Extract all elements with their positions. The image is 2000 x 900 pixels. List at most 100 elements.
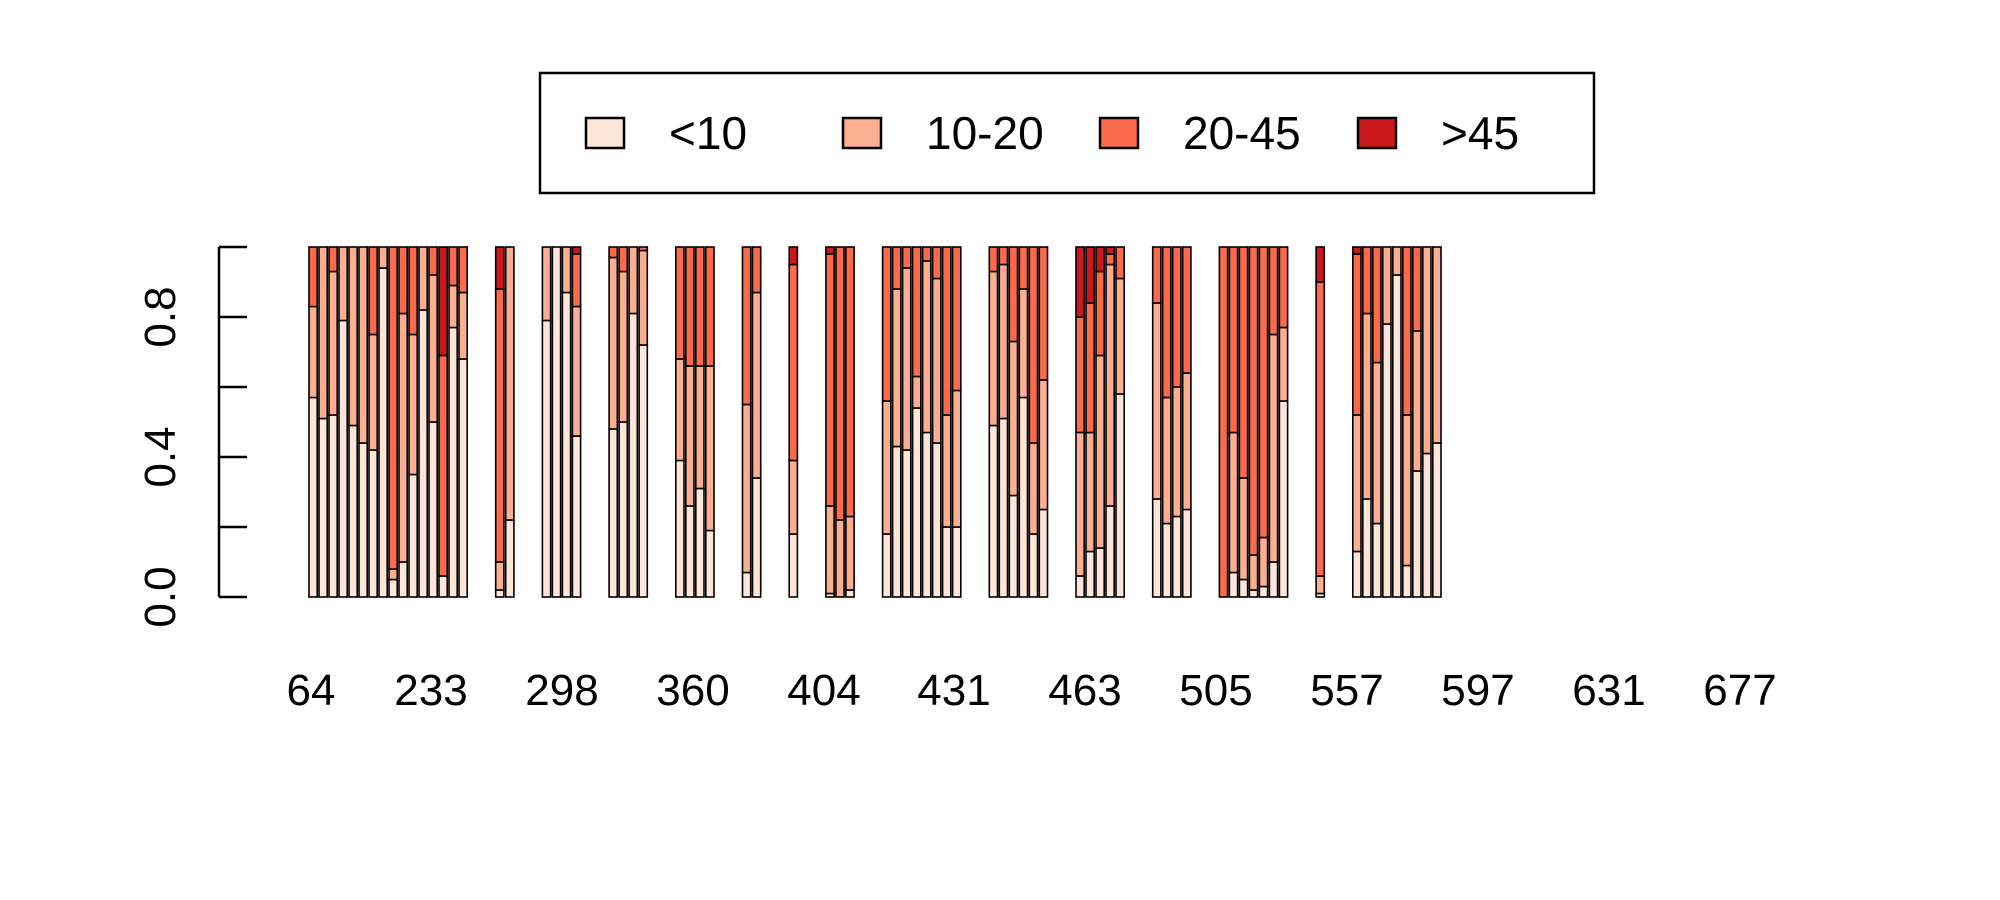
bar-segment-1 (608, 428, 619, 598)
bar (1228, 246, 1239, 598)
bar-segment-3 (1171, 246, 1182, 388)
bar-segment-2 (618, 270, 629, 423)
bar (1422, 246, 1432, 598)
bar-segment-2 (988, 270, 999, 427)
bar-segment-1 (1038, 508, 1049, 598)
bar-segment-3 (788, 263, 799, 462)
bar (358, 246, 368, 598)
bar-segment-3 (941, 246, 952, 416)
bar-segment-1 (988, 424, 999, 598)
bar-segment-1 (1412, 470, 1422, 598)
bar-segment-3 (1028, 246, 1039, 444)
bar-segment-1 (998, 417, 1009, 598)
bar-segment-1 (1238, 578, 1249, 598)
bar-group (1352, 246, 1442, 598)
bar-segment-1 (911, 407, 922, 598)
bar-segment-2 (1075, 431, 1085, 577)
bar-segment-3 (684, 246, 695, 367)
bar-segment-4 (825, 246, 835, 255)
bar-segment-1 (1392, 274, 1402, 598)
bar-segment-1 (1432, 442, 1442, 598)
bar-segment-3 (1412, 246, 1422, 332)
bar-segment-3 (1258, 246, 1269, 539)
bar-segment-3 (1268, 246, 1279, 336)
bar (368, 246, 378, 598)
bar-segment-2 (1362, 312, 1372, 500)
bar-segment-2 (1095, 354, 1105, 549)
bar-segment-3 (398, 246, 408, 315)
bar-group (741, 246, 762, 598)
bar-segment-2 (368, 333, 378, 451)
bar-segment-1 (1075, 575, 1085, 598)
bar-segment-2 (308, 305, 318, 399)
bar (551, 246, 562, 598)
bar (1248, 246, 1259, 598)
bar-segment-2 (704, 365, 715, 532)
y-tick-label: 0.8 (136, 286, 185, 347)
legend-swatch (1098, 116, 1140, 150)
bar (988, 246, 999, 598)
bar-segment-2 (1392, 246, 1402, 276)
bar-segment-1 (1362, 498, 1372, 598)
bar-segment-3 (1228, 246, 1239, 434)
legend-box (538, 71, 1596, 195)
x-tick-label: 631 (1572, 666, 1645, 715)
bar (674, 246, 685, 598)
bar-segment-3 (845, 246, 855, 518)
bar (941, 246, 952, 598)
bar (1372, 246, 1382, 598)
bar-segment-3 (825, 253, 835, 507)
bar-segment-1 (338, 319, 348, 598)
bar-segment-2 (881, 400, 892, 535)
legend: <10 10-20 20-45 >45 (538, 71, 1596, 195)
bar-segment-2 (741, 403, 752, 574)
bar-segment-3 (458, 246, 468, 294)
x-axis: 64 233 298 360 404 431 463 505 557 597 631 677 (287, 666, 1777, 715)
bar-segment-1 (941, 526, 952, 598)
bar-segment-1 (1028, 533, 1039, 598)
bar-segment-3 (911, 246, 922, 378)
bar-segment-3 (1038, 246, 1049, 381)
bar (318, 246, 328, 598)
bar-segment-4 (1075, 246, 1085, 318)
bar-segment-3 (368, 246, 378, 336)
bar-segment-2 (1258, 536, 1269, 588)
bar-segment-3 (998, 246, 1009, 266)
bar-segment-4 (571, 246, 582, 255)
bar (998, 246, 1009, 598)
x-tick-label: 597 (1441, 666, 1514, 715)
bar-segment-4 (1105, 246, 1115, 255)
bar-segment-3 (1018, 246, 1029, 290)
plot-area (308, 246, 1442, 598)
bar-segment-2 (408, 333, 418, 476)
bar-segment-1 (308, 396, 318, 598)
bar-segment-1 (1095, 547, 1105, 598)
bar (438, 246, 448, 598)
bar (751, 246, 762, 598)
bar-segment-3 (1181, 246, 1192, 374)
bar-segment-1 (891, 445, 902, 598)
bar-segment-2 (398, 312, 408, 563)
bar-group (1151, 246, 1192, 598)
bar (1218, 246, 1229, 598)
bar (694, 246, 705, 598)
bar-segment-1 (1402, 564, 1412, 598)
bar-segment-1 (1248, 589, 1259, 598)
bar-segment-2 (458, 291, 468, 360)
legend-item: 10-20 (841, 107, 1044, 159)
bar (1171, 246, 1182, 598)
bar-segment-1 (1171, 515, 1182, 598)
bar (1402, 246, 1412, 598)
bar-segment-3 (1362, 246, 1372, 315)
bar-segment-3 (988, 246, 999, 273)
bar-segment-2 (788, 459, 799, 535)
bar-segment-3 (638, 246, 649, 252)
bar (1008, 246, 1019, 598)
bar-group (674, 246, 715, 598)
bar-segment-1 (551, 246, 562, 598)
bar-segment-1 (1278, 400, 1289, 598)
bar-segment-2 (1238, 477, 1249, 581)
bar-segment-2 (891, 288, 902, 448)
bar-segment-4 (1352, 246, 1362, 255)
bar-segment-1 (1105, 505, 1115, 598)
